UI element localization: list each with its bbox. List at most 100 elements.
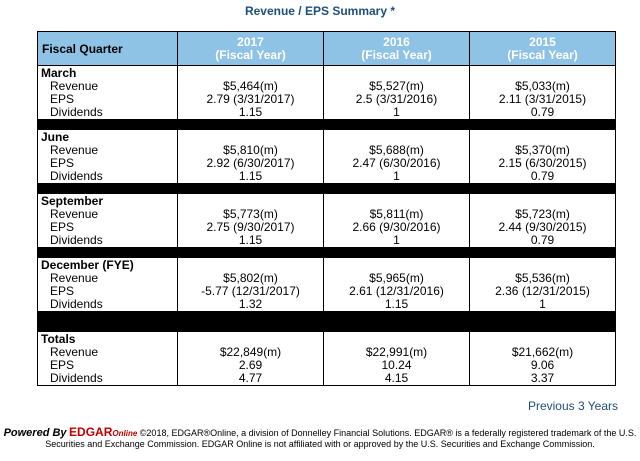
- fiscal-year-label: (Fiscal Year): [507, 47, 578, 62]
- previous-3-years-link[interactable]: Previous 3 Years: [527, 399, 618, 413]
- cell-value: 2.5 (3/31/2016): [323, 93, 470, 106]
- cell-value: $5,033(m): [469, 80, 616, 93]
- year-label: 2015: [529, 34, 556, 49]
- row-label: Revenue: [37, 346, 178, 359]
- table-row: Revenue $5,464(m) $5,527(m) $5,033(m): [37, 80, 616, 93]
- cell-value: 1.32: [177, 298, 324, 311]
- row-label: EPS: [37, 359, 178, 372]
- edgar-online-logo-suffix: Online: [112, 429, 138, 438]
- cell-value: $5,536(m): [469, 272, 616, 285]
- table-row: Revenue $5,802(m) $5,965(m) $5,536(m): [37, 272, 616, 285]
- table-row: Revenue $5,810(m) $5,688(m) $5,370(m): [37, 144, 616, 157]
- page-title: Revenue / EPS Summary *: [244, 4, 396, 18]
- cell-value: 1.15: [177, 106, 324, 119]
- cell-value: 2.79 (3/31/2017): [177, 93, 324, 106]
- cell-value: 1.15: [323, 298, 470, 311]
- cell-value: 10.24: [323, 359, 470, 372]
- cell-value: 1: [323, 234, 470, 247]
- cell-value: 0.79: [469, 170, 616, 183]
- section-title-march: March: [37, 65, 178, 80]
- cell-value: 2.47 (6/30/2016): [323, 157, 470, 170]
- cell-value: 1: [323, 170, 470, 183]
- section-title-june: June: [37, 130, 178, 144]
- year-header-2015: 2015 (Fiscal Year): [469, 31, 616, 66]
- row-label: Dividends: [37, 298, 178, 311]
- cell-value: -5.77 (12/31/2017): [177, 285, 324, 298]
- table-row: EPS 2.69 10.24 9.06: [37, 359, 616, 372]
- cell-value: 2.11 (3/31/2015): [469, 93, 616, 106]
- section-title-december: December (FYE): [37, 258, 178, 272]
- fiscal-quarter-header: Fiscal Quarter: [37, 31, 178, 66]
- powered-by-label: Powered By: [3, 427, 67, 439]
- row-label: Dividends: [37, 372, 178, 386]
- row-label: EPS: [37, 157, 178, 170]
- year-header-2017: 2017 (Fiscal Year): [177, 31, 324, 66]
- cell-value: $5,810(m): [177, 144, 324, 157]
- section-title-totals: Totals: [37, 332, 178, 346]
- edgar-logo: EDGAR: [69, 425, 113, 439]
- table-row: Dividends 1.15 1 0.79: [37, 234, 616, 247]
- cell-value: $22,991(m): [323, 346, 470, 359]
- table-header-row: Fiscal Quarter 2017 (Fiscal Year) 2016 (Fi…: [37, 31, 616, 66]
- cell-value: 1.15: [177, 234, 324, 247]
- cell-value: 4.77: [177, 372, 324, 386]
- cell-value: 4.15: [323, 372, 470, 386]
- table-row: Dividends 4.77 4.15 3.37: [37, 372, 616, 386]
- cell-value: $22,849(m): [177, 346, 324, 359]
- revenue-eps-table: Fiscal Quarter 2017 (Fiscal Year) 2016 (Fi…: [37, 31, 616, 386]
- cell-value: 0.79: [469, 106, 616, 119]
- cell-value: 1.15: [177, 170, 324, 183]
- table-body: March Revenue $5,464(m) $5,527(m) $5,033(m)…: [37, 65, 616, 386]
- cell-value: $5,464(m): [177, 80, 324, 93]
- cell-value: 2.61 (12/31/2016): [323, 285, 470, 298]
- cell-value: 2.15 (6/30/2015): [469, 157, 616, 170]
- table-row: EPS -5.77 (12/31/2017) 2.61 (12/31/2016) 2.…: [37, 285, 616, 298]
- row-label: Dividends: [37, 170, 178, 183]
- section-divider: [37, 183, 616, 194]
- row-label: EPS: [37, 221, 178, 234]
- copyright-text: ©2018, EDGAR®Online, a division of Donne…: [45, 428, 637, 449]
- row-label: Revenue: [37, 80, 178, 93]
- cell-value: 2.92 (6/30/2017): [177, 157, 324, 170]
- section-divider: [37, 247, 616, 258]
- cell-value: 2.36 (12/31/2015): [469, 285, 616, 298]
- section-title-september: September: [37, 194, 178, 208]
- cell-value: $5,723(m): [469, 208, 616, 221]
- row-label: Revenue: [37, 144, 178, 157]
- cell-value: $5,802(m): [177, 272, 324, 285]
- year-label: 2017: [237, 34, 264, 49]
- cell-value: $5,965(m): [323, 272, 470, 285]
- cell-value: $5,811(m): [323, 208, 470, 221]
- table-row: EPS 2.75 (9/30/2017) 2.66 (9/30/2016) 2.44 …: [37, 221, 616, 234]
- section-divider: [37, 119, 616, 130]
- summary-table-wrapper: Fiscal Quarter 2017 (Fiscal Year) 2016 (Fi…: [37, 31, 616, 386]
- table-row: EPS 2.92 (6/30/2017) 2.47 (6/30/2016) 2.15 …: [37, 157, 616, 170]
- cell-value: 2.44 (9/30/2015): [469, 221, 616, 234]
- cell-value: 0.79: [469, 234, 616, 247]
- fiscal-year-label: (Fiscal Year): [361, 47, 432, 62]
- row-label: Dividends: [37, 234, 178, 247]
- footer: Powered By EDGAROnline ©2018, EDGAR®Onli…: [0, 425, 640, 450]
- table-row: Revenue $22,849(m) $22,991(m) $21,662(m): [37, 346, 616, 359]
- cell-value: 1: [469, 298, 616, 311]
- cell-value: $5,527(m): [323, 80, 470, 93]
- cell-value: $5,688(m): [323, 144, 470, 157]
- cell-value: 2.66 (9/30/2016): [323, 221, 470, 234]
- row-label: Dividends: [37, 106, 178, 119]
- table-row: EPS 2.79 (3/31/2017) 2.5 (3/31/2016) 2.11 (…: [37, 93, 616, 106]
- year-header-2016: 2016 (Fiscal Year): [323, 31, 470, 66]
- table-row: Revenue $5,773(m) $5,811(m) $5,723(m): [37, 208, 616, 221]
- cell-value: 1: [323, 106, 470, 119]
- cell-value: $21,662(m): [469, 346, 616, 359]
- year-label: 2016: [383, 34, 410, 49]
- fiscal-year-label: (Fiscal Year): [215, 47, 286, 62]
- cell-value: 2.69: [177, 359, 324, 372]
- cell-value: 3.37: [469, 372, 616, 386]
- row-label: EPS: [37, 93, 178, 106]
- cell-value: 9.06: [469, 359, 616, 372]
- table-row: Dividends 1.15 1 0.79: [37, 170, 616, 183]
- table-row: Dividends 1.15 1 0.79: [37, 106, 616, 119]
- table-row: Dividends 1.32 1.15 1: [37, 298, 616, 311]
- section-divider: [37, 311, 616, 332]
- cell-value: $5,370(m): [469, 144, 616, 157]
